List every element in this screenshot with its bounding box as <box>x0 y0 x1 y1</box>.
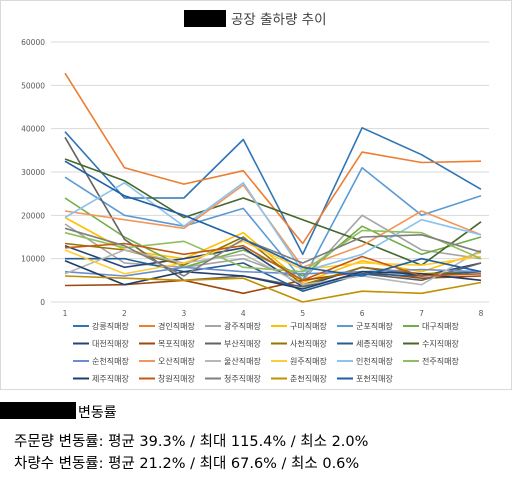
legend-label: 군포직매장 <box>356 321 393 331</box>
legend-label: 목포직매장 <box>158 339 195 349</box>
x-tick-label: 2 <box>122 309 127 318</box>
legend-label: 창원직매장 <box>158 374 195 384</box>
series-line-16 <box>64 240 482 275</box>
legend-label: 대전직매장 <box>92 339 129 349</box>
legend-label: 순천직매장 <box>92 356 129 366</box>
chart-title: 공장 출하량 추이 <box>231 12 327 28</box>
legend-label: 춘천직매장 <box>290 374 327 384</box>
legend-label: 인천직매장 <box>356 356 393 366</box>
legend-label: 오산직매장 <box>158 356 195 366</box>
series-line-1 <box>64 127 482 256</box>
y-tick-label: 60000 <box>21 38 45 47</box>
legend-label: 전주직매장 <box>422 356 459 366</box>
series-line-20 <box>64 242 482 282</box>
title-redaction <box>184 10 226 27</box>
legend-label: 청주직매장 <box>224 374 261 384</box>
order-variation-line: 주문량 변동률: 평균 39.3% / 최대 115.4% / 최소 2.0% <box>14 434 369 450</box>
series-line-5 <box>64 166 482 282</box>
y-tick-label: 20000 <box>21 211 45 220</box>
x-tick-label: 1 <box>63 309 68 318</box>
series-line-7 <box>64 244 482 288</box>
legend-label: 세종직매장 <box>356 339 393 349</box>
summary-heading: 변동률 <box>0 402 117 424</box>
series-line-21 <box>64 227 482 277</box>
legend-label: 원주직매장 <box>290 356 327 366</box>
legend-label: 사천직매장 <box>290 339 327 349</box>
x-tick-label: 4 <box>241 309 246 318</box>
y-tick-label: 50000 <box>21 81 45 90</box>
redacted-block <box>0 402 76 419</box>
series-line-13 <box>64 266 482 277</box>
series-line-22 <box>64 275 482 303</box>
summary-title: 변동률 <box>78 405 117 421</box>
legend-label: 수지직매장 <box>422 339 459 349</box>
legend-label: 부산직매장 <box>224 339 261 349</box>
series-line-18 <box>64 229 482 273</box>
x-tick-label: 6 <box>360 309 365 318</box>
legend-label: 경인직매장 <box>158 321 195 331</box>
y-tick-label: 30000 <box>21 168 45 177</box>
legend-label: 대구직매장 <box>422 321 459 331</box>
series-line-17 <box>64 182 482 273</box>
y-tick-label: 0 <box>40 298 45 307</box>
line-chart: 공장 출하량 추이 0 10000 20000 30000 40000 50000 60000… <box>21 10 489 384</box>
series-line-2 <box>64 72 482 245</box>
chart-area: 공장 출하량 추이 0 10000 20000 30000 40000 50000 60000… <box>0 0 512 390</box>
y-tick-label: 10000 <box>21 255 45 264</box>
series-line-8 <box>64 270 482 295</box>
series-line-23 <box>64 160 482 277</box>
x-tick-label: 5 <box>300 309 305 318</box>
legend-label: 포천직매장 <box>356 374 393 384</box>
x-tick-label: 3 <box>181 309 186 318</box>
vehicle-variation-line: 차량수 변동률: 평균 21.2% / 최대 67.6% / 최소 0.6% <box>14 456 360 472</box>
legend-label: 울산직매장 <box>224 356 261 366</box>
legend-label: 구미직매장 <box>290 321 327 331</box>
y-tick-label: 40000 <box>21 125 45 134</box>
legend-label: 광주직매장 <box>224 321 261 331</box>
legend-label: 강릉직매장 <box>92 321 129 331</box>
x-tick-label: 8 <box>479 309 484 318</box>
x-tick-label: 7 <box>419 309 424 318</box>
series-line-11 <box>65 257 482 293</box>
legend-label: 제주직매장 <box>92 374 129 384</box>
